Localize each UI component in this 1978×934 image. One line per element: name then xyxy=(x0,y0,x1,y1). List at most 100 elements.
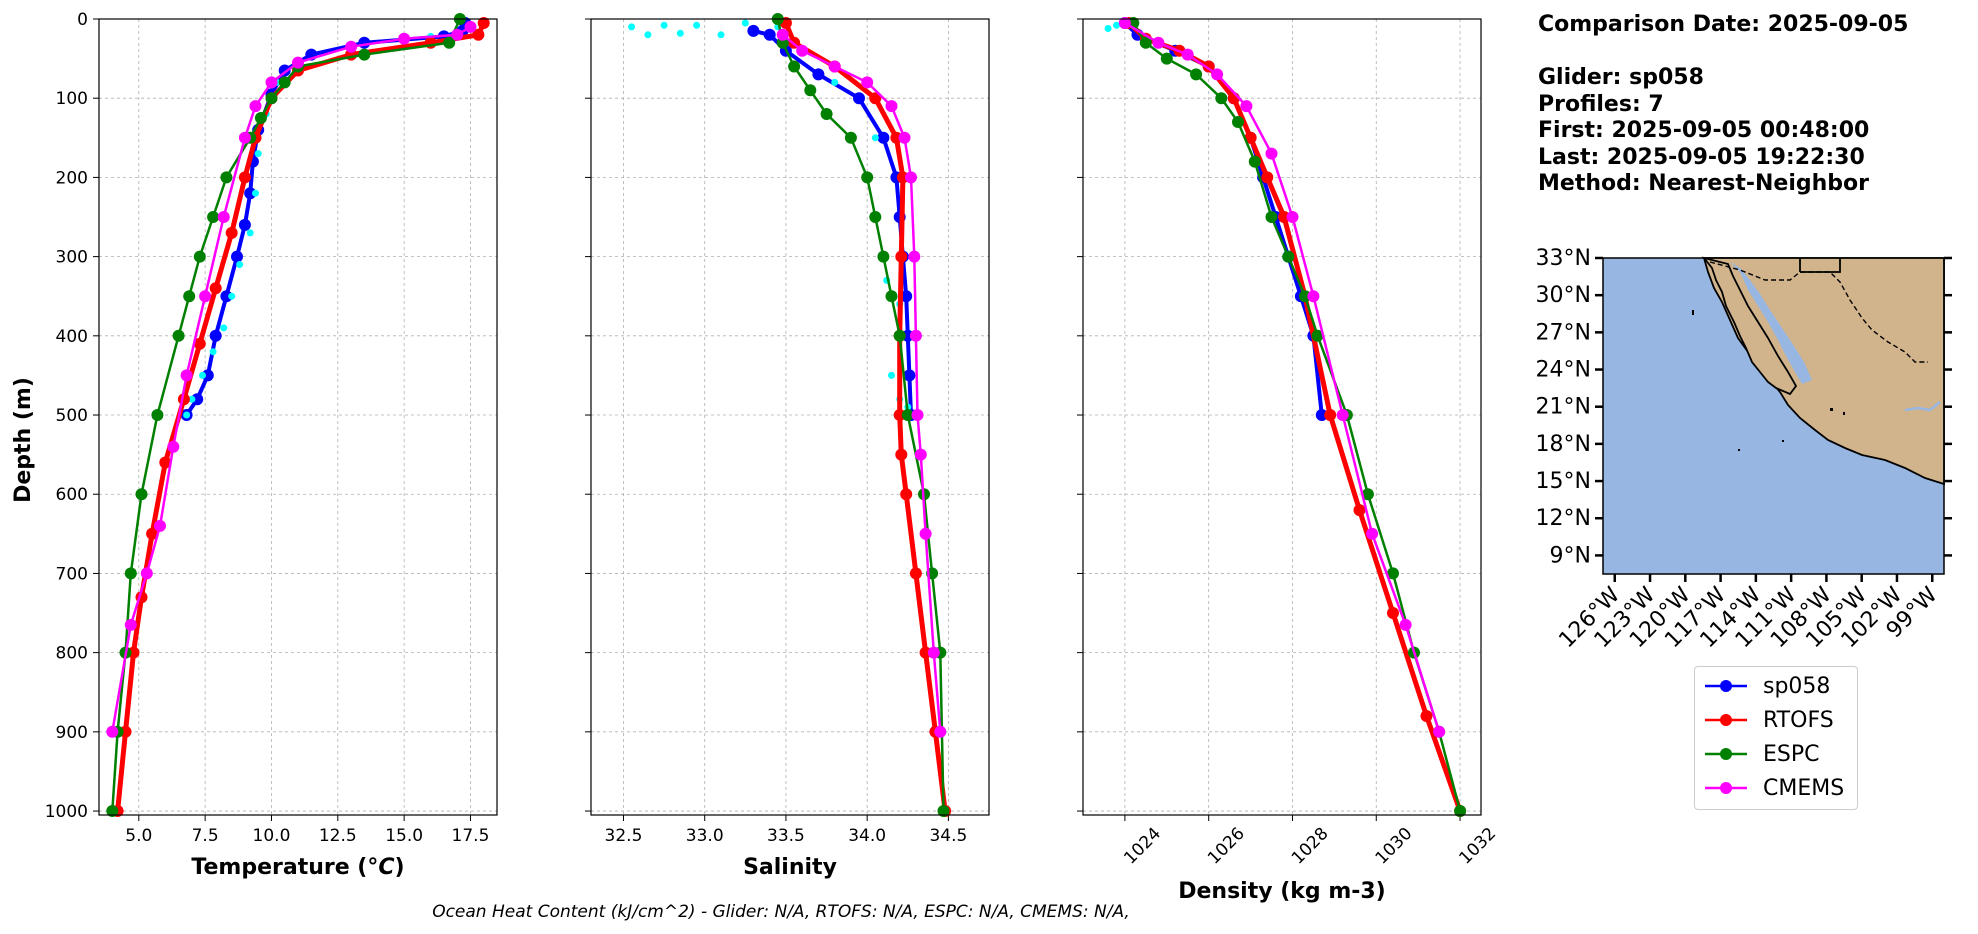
temperature-point-sp058 xyxy=(238,218,251,231)
salinity-point-sp058 xyxy=(763,28,776,41)
map-lat-label: 33°N xyxy=(1536,246,1591,271)
salinity-point-glider-profiles-individual- xyxy=(717,31,725,39)
density-point-espc xyxy=(1215,92,1228,105)
salinity-point-espc xyxy=(901,409,914,421)
legend-item-cmems: CMEMS xyxy=(1695,771,1855,805)
salinity-point-espc xyxy=(893,329,906,342)
salinity-point-espc xyxy=(869,211,882,223)
temperature-point-cmems xyxy=(292,56,304,69)
ocean-heat-content-footer: Ocean Heat Content (kJ/cm^2) - Glider: N… xyxy=(0,902,1978,922)
salinity-point-cmems xyxy=(914,448,927,461)
salinity-point-glider-profiles-individual- xyxy=(888,371,895,379)
density-xtick-label: 1028 xyxy=(1288,824,1333,869)
salinity-point-glider-profiles-individual- xyxy=(676,29,684,37)
salinity-point-cmems xyxy=(885,100,898,113)
temperature-point-cmems xyxy=(140,567,153,580)
salinity-point-espc xyxy=(788,60,801,73)
temperature-point-espc xyxy=(220,171,233,184)
temperature-point-cmems xyxy=(167,440,180,453)
salinity-point-espc xyxy=(937,805,950,817)
depth-tick-label: 100 xyxy=(56,89,88,109)
salinity-line-cmems xyxy=(781,33,942,732)
temperature-point-espc xyxy=(254,112,267,124)
legend-swatch-rtofs xyxy=(1705,714,1747,726)
glider-location-map: 33°N 30°N 27°N 24°N 21°N 18°N 15°N 12°N 9°N 126°… xyxy=(1536,246,1952,653)
temperature-point-sp058 xyxy=(201,369,214,382)
salinity-point-cmems xyxy=(909,329,922,342)
salinity-point-glider-profiles-individual- xyxy=(831,78,839,86)
temperature-point-rtofs xyxy=(193,337,206,350)
first-profile-time: First: 2025-09-05 00:48:00 xyxy=(1538,118,1870,143)
salinity-point-cmems xyxy=(898,131,911,144)
legend-label-sp058: sp058 xyxy=(1763,674,1831,699)
temperature-point-espc xyxy=(278,76,291,89)
temperature-point-glider-profiles-individual- xyxy=(220,324,228,332)
temperature-point-cmems xyxy=(265,76,278,89)
density-point-espc xyxy=(1361,488,1374,501)
salinity-point-cmems xyxy=(905,171,917,184)
legend-label-cmems: CMEMS xyxy=(1763,776,1845,801)
salinity-series-group xyxy=(628,13,952,817)
salinity-point-cmems xyxy=(796,44,809,57)
density-point-espc xyxy=(1387,567,1399,580)
salinity-point-rtofs xyxy=(869,92,882,105)
temperature-point-sp058 xyxy=(191,393,204,406)
temperature-point-espc xyxy=(106,805,119,817)
density-point-cmems xyxy=(1265,147,1278,160)
temperature-point-glider-profiles-individual- xyxy=(236,261,244,268)
density-point-cmems xyxy=(1211,68,1224,81)
temperature-point-cmems xyxy=(154,519,166,532)
temperature-point-sp058 xyxy=(358,36,371,49)
temperature-point-espc xyxy=(124,567,137,580)
temperature-point-rtofs xyxy=(225,226,238,239)
density-frame xyxy=(1082,18,1482,816)
density-xtick-label: 1032 xyxy=(1455,824,1500,869)
salinity-xtick-label: 34.0 xyxy=(848,826,886,846)
temperature-point-sp058 xyxy=(231,250,243,263)
density-point-rtofs xyxy=(1324,409,1337,421)
glider-name: Glider: sp058 xyxy=(1538,65,1704,90)
temperature-xtick-label: 7.5 xyxy=(192,826,219,846)
density-point-espc xyxy=(1248,155,1261,168)
footer-text: Ocean Heat Content (kJ/cm^2) - Glider: N… xyxy=(432,902,1130,922)
temperature-point-glider-profiles-individual- xyxy=(183,411,191,419)
salinity-point-sp058 xyxy=(747,24,760,37)
temperature-point-cmems xyxy=(345,40,358,53)
density-xtick-label: 1026 xyxy=(1204,824,1249,869)
temperature-point-espc xyxy=(193,250,206,263)
temperature-line-rtofs xyxy=(115,21,486,812)
density-point-rtofs xyxy=(1420,710,1433,722)
density-point-rtofs xyxy=(1244,131,1257,144)
comparison-info: Comparison Date: 2025-09-05 Glider: sp05… xyxy=(1538,12,1908,198)
info-spacer xyxy=(1538,39,1908,66)
temperature-point-cmems xyxy=(199,290,212,303)
salinity-point-rtofs xyxy=(895,448,908,461)
density-point-espc xyxy=(1265,211,1278,223)
density-xtick-label: 1024 xyxy=(1120,824,1165,869)
depth-tick-label: 200 xyxy=(56,168,88,188)
map-lat-label: 27°N xyxy=(1536,320,1591,345)
density-point-espc xyxy=(1454,805,1467,817)
legend-swatch-espc xyxy=(1705,748,1747,760)
salinity-point-espc xyxy=(877,250,890,263)
salinity-point-espc xyxy=(861,171,874,184)
density-point-cmems xyxy=(1433,725,1446,738)
temperature-point-cmems xyxy=(464,20,477,33)
density-point-rtofs xyxy=(1278,211,1291,223)
temperature-point-glider-profiles-individual- xyxy=(254,150,262,158)
salinity-point-cmems xyxy=(861,76,874,89)
interpolation-method: Method: Nearest-Neighbor xyxy=(1538,171,1869,196)
map-lat-label: 12°N xyxy=(1536,506,1591,531)
temperature-point-espc xyxy=(265,92,278,105)
temperature-point-cmems xyxy=(398,32,411,45)
map-islands xyxy=(1692,310,1845,451)
depth-tick-label: 500 xyxy=(56,406,88,426)
temperature-point-espc xyxy=(183,290,196,303)
legend-item-sp058: sp058 xyxy=(1695,669,1855,703)
temperature-point-espc xyxy=(151,409,164,421)
salinity-panel: 32.5 33.0 33.5 34.0 34.5 xyxy=(585,13,990,846)
depth-tick-label: 600 xyxy=(56,485,88,505)
y-axis-label: Depth (m) xyxy=(11,377,36,503)
density-point-rtofs xyxy=(1353,504,1366,517)
temperature-point-cmems xyxy=(249,100,262,113)
